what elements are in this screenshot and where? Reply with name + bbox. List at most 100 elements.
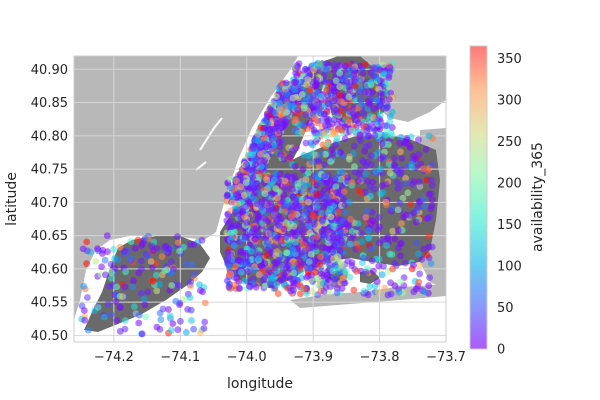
data-point-queens [291,163,299,170]
data-point-queens [423,215,431,222]
data-point-brooklyn [317,209,325,217]
data-point-brooklyn [270,243,278,250]
data-point-queens [302,176,310,183]
data-point-queens [330,223,337,230]
data-point-queens [341,135,349,143]
data-point-queens [310,213,318,220]
data-point-manhattan [280,120,287,128]
data-point-manhattan [284,101,292,109]
data-point-queens [397,240,404,248]
data-point-queens [321,186,328,194]
data-point-brooklyn [228,223,235,231]
data-point-queens [410,261,417,269]
data-point-queens [290,279,298,287]
data-point-queens [292,196,300,204]
data-point-queens [428,181,436,189]
data-point-queens [428,196,436,204]
data-point-brooklyn [334,208,342,216]
data-point-queens [369,217,377,225]
data-point-queens [283,249,291,257]
data-point-brooklyn [260,276,267,284]
data-point-queens [407,200,415,208]
data-point-queens [308,158,316,166]
data-point-bronx [353,117,361,124]
data-point-queens [311,220,318,228]
data-point-queens [346,273,354,281]
data-point-queens [348,179,356,187]
data-point-staten_island [116,303,124,311]
data-point-staten_island [137,257,145,265]
data-point-queens [382,180,390,188]
data-point-queens [275,138,283,146]
data-point-brooklyn [227,229,235,237]
data-point-queens [345,198,353,206]
data-point-staten_island [135,269,143,277]
data-point-manhattan [276,100,283,107]
data-point-brooklyn [235,278,243,285]
data-point-queens [389,265,396,273]
data-point-queens [423,251,431,259]
data-point-staten_island [182,260,190,268]
data-point-bronx [377,118,385,126]
data-point-staten_island [186,294,194,301]
data-point-queens [397,148,404,156]
data-point-bronx [373,96,380,104]
data-point-staten_island [99,250,106,257]
data-point-manhattan [289,94,297,102]
data-point-brooklyn [257,203,265,211]
x-tick-label: −74.2 [94,350,134,365]
data-point-queens [337,227,344,235]
data-point-bronx [324,100,332,107]
data-point-queens [395,288,403,296]
data-point-queens [363,207,371,215]
data-point-brooklyn [238,268,245,276]
data-point-queens [331,280,338,287]
data-point-staten_island [131,245,139,252]
data-point-queens [391,282,399,290]
data-point-queens [277,170,284,178]
data-point-queens [412,155,420,163]
data-point-bronx [336,83,344,90]
data-point-brooklyn [263,176,270,184]
data-point-staten_island [94,304,102,311]
data-point-queens [376,223,383,231]
data-point-queens [367,152,375,160]
data-point-queens [386,169,394,177]
data-point-queens [379,189,387,197]
data-point-queens [357,238,365,246]
data-point-manhattan [275,84,283,92]
data-point-queens [385,161,393,168]
data-point-staten_island [181,295,188,303]
data-point-bronx [292,116,300,124]
data-point-queens [322,150,329,158]
data-point-queens [394,206,402,214]
data-point-queens [426,274,433,281]
data-point-bronx [370,72,378,79]
data-point-brooklyn [247,248,255,255]
data-point-queens [270,176,278,184]
data-point-queens [321,172,329,180]
data-point-queens [425,232,433,240]
data-point-brooklyn [225,263,233,271]
data-point-bronx [323,86,331,94]
data-point-brooklyn [242,179,250,187]
data-point-staten_island [102,271,109,279]
data-point-staten_island [140,295,148,303]
data-point-queens [325,234,333,242]
data-point-queens [401,259,409,267]
data-point-bronx [331,61,339,69]
data-point-queens [398,155,406,162]
data-point-queens [333,188,340,196]
data-points [78,59,436,338]
data-point-bronx [370,105,378,113]
data-point-queens [280,225,288,233]
data-point-queens [319,217,326,225]
data-point-bronx [338,119,345,127]
data-point-brooklyn [246,282,253,290]
data-point-brooklyn [223,217,231,225]
data-point-queens [391,235,399,243]
data-point-queens [388,251,396,258]
data-point-bronx [323,67,330,74]
data-point-bronx [293,72,301,80]
data-point-brooklyn [241,233,249,241]
